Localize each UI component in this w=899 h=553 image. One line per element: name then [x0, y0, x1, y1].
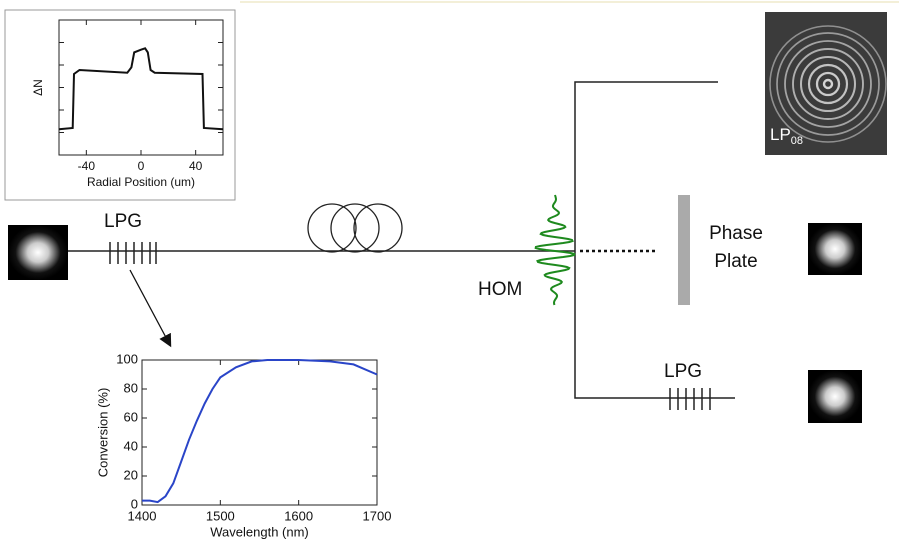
mode-subscript: 08 [791, 135, 803, 147]
input-mode [8, 225, 68, 280]
y-tick-label: 100 [116, 351, 138, 366]
plot-frame [141, 359, 378, 506]
x-tick-label: 1400 [128, 508, 157, 523]
ring [784, 40, 872, 128]
hom-wave [534, 194, 576, 306]
ring [815, 71, 841, 97]
lpg-label: LPG [104, 211, 142, 232]
fiber-coil [307, 203, 403, 253]
x-tick-label: 40 [189, 159, 203, 173]
ring [807, 63, 849, 105]
ring [799, 55, 857, 113]
ring [776, 32, 880, 136]
x-tick-label: 1600 [284, 508, 313, 523]
data-line [58, 47, 224, 131]
y-tick-label: 40 [124, 438, 138, 453]
x-tick-label: -40 [78, 159, 96, 173]
plot-frame [58, 19, 224, 156]
data-line [142, 359, 378, 504]
x-tick-label: 1700 [363, 508, 392, 523]
mode-label: LP08 [770, 125, 803, 146]
lp08-rings [769, 25, 887, 143]
mode-name: LP [770, 125, 791, 144]
output-mode [808, 223, 862, 275]
y-tick-label: 60 [124, 409, 138, 424]
x-tick-label: 1500 [206, 508, 235, 523]
phase-plate-label-box: Phase Plate [709, 223, 763, 272]
ring [792, 48, 864, 120]
x-axis-label: Radial Position (um) [87, 175, 195, 189]
y-tick-label: 20 [124, 467, 138, 482]
y-tick-label: 0 [131, 496, 138, 511]
lpg-grating [669, 388, 711, 410]
ring [822, 78, 834, 90]
lpg-label: LPG [664, 361, 702, 382]
arrow [129, 269, 172, 348]
ring [769, 25, 887, 143]
phase-plate-label: Phase Plate [709, 223, 763, 272]
lpg-grating [109, 242, 157, 264]
y-axis-label: ΔN [31, 79, 45, 96]
x-axis-label: Wavelength (nm) [210, 524, 309, 539]
y-tick-label: 80 [124, 380, 138, 395]
hom-label: HOM [478, 279, 522, 300]
phase-plate [678, 195, 690, 305]
output-mode [808, 370, 862, 423]
branch-fiber [574, 81, 735, 399]
y-axis-label: Conversion (%) [95, 388, 110, 478]
x-tick-label: 0 [138, 159, 145, 173]
